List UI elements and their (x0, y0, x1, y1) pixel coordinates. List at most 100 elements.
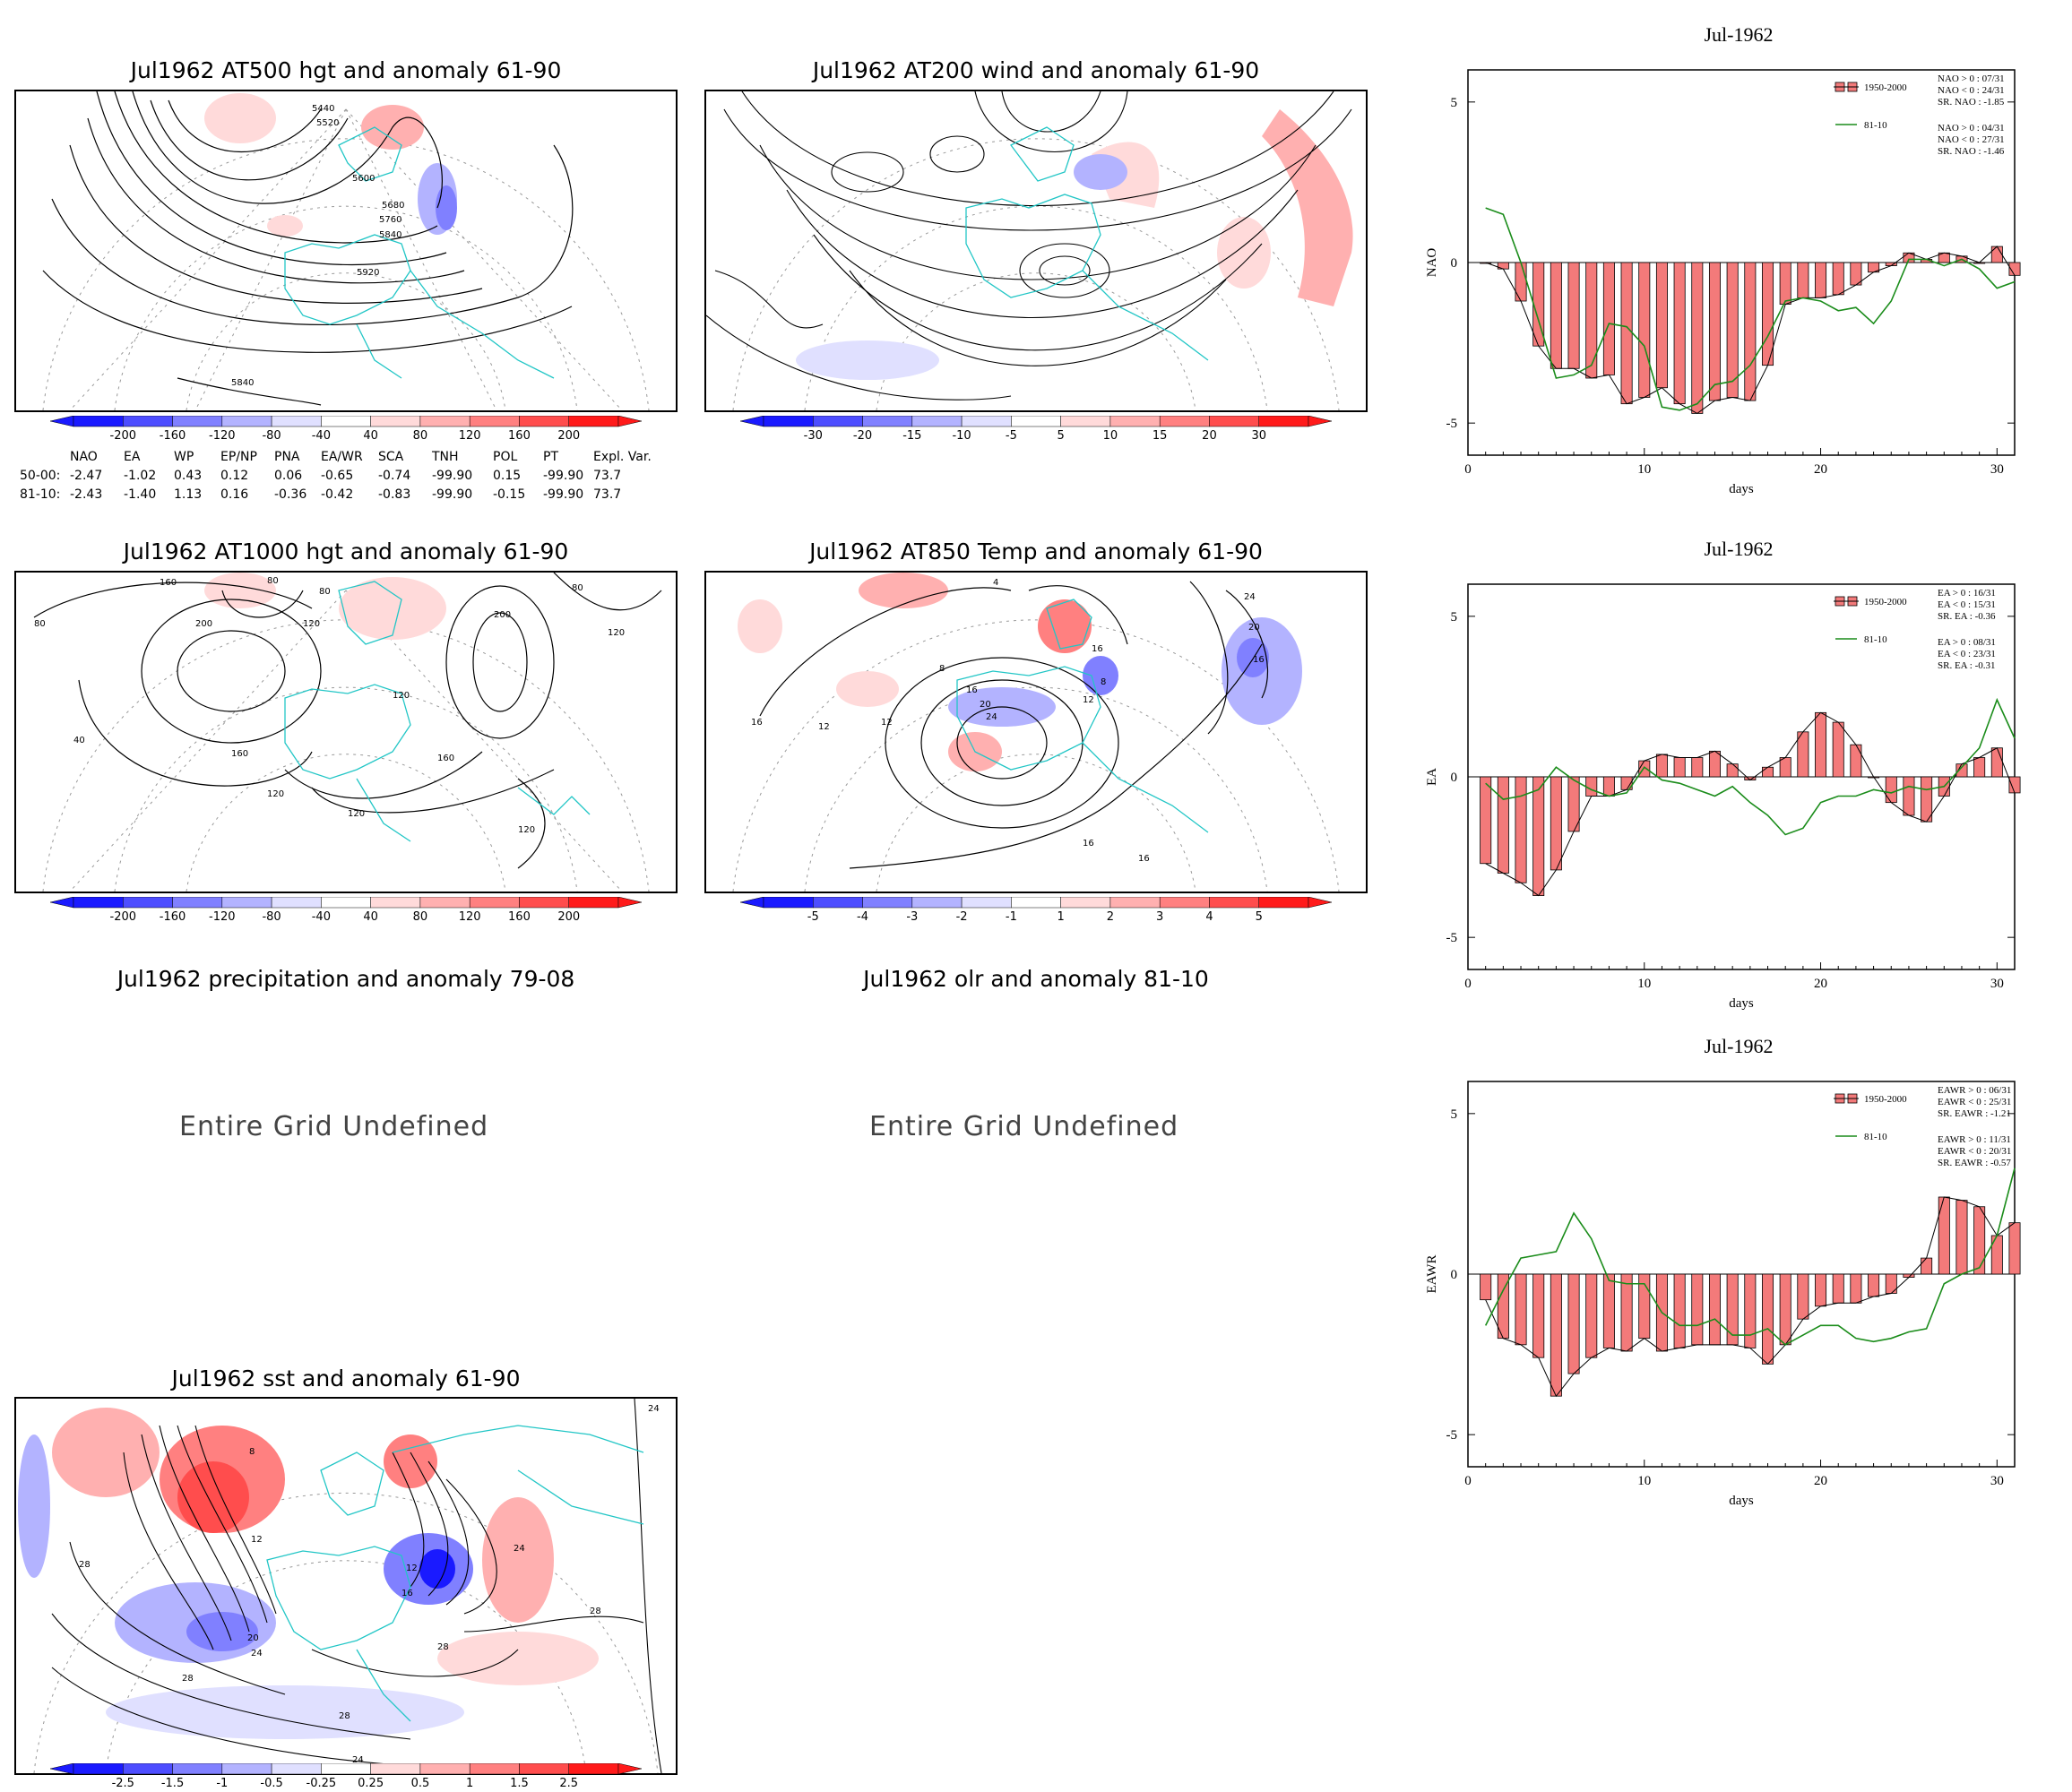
at850-label: 16 (1138, 854, 1150, 864)
at850-title: Jul1962 AT850 Temp and anomaly 61-90 (809, 538, 1263, 564)
bar (1938, 1196, 1950, 1275)
olr-undefined-text: Entire Grid Undefined (869, 1111, 1179, 1142)
colorbar-tick-label: 200 (557, 910, 580, 924)
colorbar-tick-label: 160 (508, 910, 531, 924)
bar (1620, 262, 1633, 405)
colorbar-tick-label: -30 (804, 429, 823, 443)
at500-label: 5840 (231, 378, 254, 388)
at850-label: 16 (1083, 839, 1094, 849)
tele-header: SCA (378, 450, 404, 464)
at850-label: 12 (881, 718, 893, 728)
at1000-label: 160 (437, 754, 454, 763)
tele-value: -99.90 (432, 469, 473, 483)
bar (1550, 776, 1562, 871)
tele-value: 73.7 (593, 487, 622, 502)
sst-label: 24 (514, 1544, 525, 1554)
at200-map (704, 90, 1368, 412)
bar (1532, 776, 1545, 896)
colorbar-end-right (1308, 897, 1332, 909)
bar (1868, 1273, 1880, 1297)
colorbar-tick-label: 40 (363, 910, 378, 924)
colorbar-swatch (123, 416, 173, 427)
y-tick-label: 0 (1451, 1268, 1458, 1282)
chart-title: Jul-1962 (1705, 23, 1774, 46)
at1000-label: 160 (160, 578, 177, 588)
x-tick-label: 10 (1637, 462, 1651, 477)
at850-label: 16 (751, 718, 763, 728)
colorbar-swatch (961, 897, 1012, 909)
bar (1779, 262, 1791, 305)
tele-value: -99.90 (432, 487, 473, 502)
bar (1567, 262, 1580, 369)
colorbar-tick-label: 200 (557, 429, 580, 443)
colorbar-swatch (271, 1763, 322, 1775)
bar (1850, 744, 1862, 778)
bar (1515, 776, 1527, 883)
x-tick-label: 10 (1637, 977, 1651, 991)
stat-text: SR. NAO : -1.46 (1938, 146, 2005, 157)
bar (1585, 1273, 1598, 1358)
bar (1708, 262, 1721, 401)
colorbar-tick-label: -120 (209, 910, 236, 924)
colorbar-swatch (123, 897, 173, 909)
at1000-label: 80 (319, 587, 331, 597)
colorbar-swatch (1060, 416, 1111, 427)
tele-row-label: 50-00: (20, 469, 61, 483)
tele-header: NAO (70, 450, 98, 464)
sst-label: 28 (339, 1711, 350, 1721)
colorbar-tick-label: 0.25 (358, 1777, 384, 1790)
at1000-label: 80 (267, 576, 279, 586)
colorbar-swatch (419, 897, 471, 909)
bar (1515, 262, 1527, 302)
at500-label: 5440 (312, 104, 334, 114)
tele-value: 73.7 (593, 469, 622, 483)
colorbar-tick-label: -120 (209, 429, 236, 443)
bar (1903, 776, 1915, 816)
bar (2008, 776, 2021, 794)
tele-value: -0.65 (321, 469, 354, 483)
stat-text: EA > 0 : 16/31 (1938, 588, 1996, 599)
at500-map: 5440 5520 5600 5680 5760 5840 5920 5840 (14, 90, 678, 412)
colorbar-swatch (469, 416, 520, 427)
bar (1708, 1273, 1721, 1346)
bar (1673, 262, 1686, 405)
colorbar-swatch (370, 1763, 421, 1775)
bar (1691, 757, 1704, 778)
bar (1620, 1273, 1633, 1352)
bar (1480, 776, 1492, 865)
stat-text: EA < 0 : 15/31 (1938, 599, 1996, 610)
bar (1585, 262, 1598, 379)
legend-label: 1950-2000 (1864, 82, 1907, 93)
stat-text: EA < 0 : 23/31 (1938, 649, 1996, 659)
colorbar-end-left (50, 1763, 74, 1775)
series-line-81-10 (1485, 697, 2016, 836)
colorbar-end-left (740, 897, 764, 909)
tele-row-label: 81-10: (20, 487, 61, 502)
at500-label: 5840 (379, 230, 401, 240)
bar (1602, 776, 1615, 797)
colorbar-swatch (321, 897, 371, 909)
sst-label: 24 (648, 1404, 660, 1414)
colorbar-end-right (617, 416, 642, 427)
bar (2008, 1222, 2021, 1275)
colorbar-tick-label: -2 (956, 910, 968, 924)
stat-text: EA > 0 : 08/31 (1938, 637, 1996, 648)
series-line-81-10 (1484, 1167, 2016, 1346)
sst-label: 24 (352, 1755, 364, 1765)
bar (1708, 750, 1721, 778)
tele-value: 0.15 (493, 469, 522, 483)
x-axis-label: days (1729, 1494, 1754, 1508)
bar (1779, 1273, 1791, 1346)
colorbar-swatch (370, 897, 421, 909)
bar (1532, 1273, 1545, 1358)
colorbar-swatch (321, 1763, 371, 1775)
colorbar-swatch (172, 416, 223, 427)
colorbar-swatch (271, 416, 322, 427)
colorbar-tick-label: 1.5 (510, 1777, 529, 1790)
colorbar-swatch (221, 897, 272, 909)
colorbar-swatch (221, 416, 272, 427)
x-tick-label: 30 (1990, 1474, 2004, 1488)
colorbar-swatch (221, 1763, 272, 1775)
colorbar-tick-label: 1 (466, 1777, 473, 1790)
colorbar-end-right (617, 897, 642, 909)
